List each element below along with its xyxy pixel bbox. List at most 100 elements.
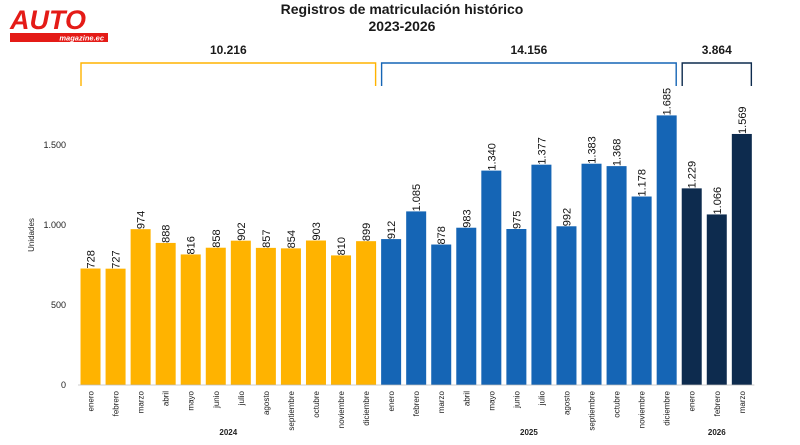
x-tick-label: febrero bbox=[713, 390, 722, 416]
x-tick-label: abril bbox=[162, 391, 171, 406]
year-label-2025: 2025 bbox=[520, 428, 538, 437]
y-axis-label: Unidades bbox=[27, 218, 36, 252]
group-total-2025: 14.156 bbox=[511, 43, 548, 57]
y-tick-label: 1.500 bbox=[43, 140, 66, 150]
bar-2024-abril bbox=[155, 242, 176, 385]
x-tick-label: marzo bbox=[137, 390, 146, 413]
x-tick-label: enero bbox=[387, 390, 396, 411]
bar-2025-septiembre bbox=[581, 163, 602, 385]
data-label: 816 bbox=[186, 236, 198, 254]
x-tick-label: junio bbox=[512, 390, 521, 408]
bar-2025-mayo bbox=[481, 170, 502, 385]
data-label: 1.377 bbox=[536, 137, 548, 165]
data-label: 912 bbox=[386, 221, 398, 239]
y-tick-label: 1.000 bbox=[43, 220, 66, 230]
data-label: 727 bbox=[111, 250, 123, 268]
bar-2025-abril bbox=[456, 227, 477, 385]
bar-2025-julio bbox=[531, 164, 552, 385]
bar-2024-octubre bbox=[305, 240, 326, 385]
group-bracket-2026 bbox=[681, 62, 753, 86]
data-label: 903 bbox=[311, 222, 323, 240]
x-tick-label: agosto bbox=[562, 390, 571, 415]
bar-2025-agosto bbox=[556, 226, 577, 385]
x-tick-label: septiembre bbox=[287, 390, 296, 430]
bar-2024-julio bbox=[230, 240, 251, 385]
data-label: 992 bbox=[561, 208, 573, 226]
bar-2025-octubre bbox=[606, 166, 627, 385]
logo-tagline: magazine.ec bbox=[59, 34, 104, 43]
x-tick-label: junio bbox=[212, 390, 221, 408]
data-label: 983 bbox=[461, 209, 473, 227]
data-label: 1.685 bbox=[662, 88, 674, 116]
year-label-2026: 2026 bbox=[708, 428, 726, 437]
data-label: 878 bbox=[436, 226, 448, 244]
x-tick-label: noviembre bbox=[638, 390, 647, 428]
data-label: 888 bbox=[161, 225, 173, 243]
logo-word: AUTO bbox=[9, 5, 86, 35]
x-tick-label: marzo bbox=[738, 390, 747, 413]
data-label: 1.383 bbox=[587, 136, 599, 164]
bar-2025-junio bbox=[506, 229, 527, 385]
x-tick-label: julio bbox=[537, 390, 546, 406]
bar-2024-marzo bbox=[130, 229, 151, 385]
bar-2024-agosto bbox=[255, 247, 276, 385]
x-tick-label: enero bbox=[688, 390, 697, 411]
chart-title: Registros de matriculación histórico bbox=[281, 1, 524, 17]
data-label: 728 bbox=[86, 250, 98, 268]
x-tick-label: diciembre bbox=[663, 390, 672, 425]
data-label: 1.229 bbox=[687, 161, 699, 189]
data-label: 854 bbox=[286, 230, 298, 248]
bar-2026-marzo bbox=[731, 133, 752, 385]
data-label: 810 bbox=[336, 237, 348, 255]
bar-2024-junio bbox=[205, 247, 226, 385]
x-tick-label: diciembre bbox=[362, 390, 371, 425]
bar-2026-enero bbox=[681, 188, 702, 385]
group-bracket-2024 bbox=[80, 62, 377, 86]
data-label: 1.569 bbox=[737, 106, 749, 134]
bar-2024-noviembre bbox=[331, 255, 352, 385]
x-tick-label: mayo bbox=[487, 390, 496, 410]
data-label: 902 bbox=[236, 222, 248, 240]
bar-2024-febrero bbox=[105, 268, 126, 385]
bar-2026-febrero bbox=[706, 214, 727, 385]
data-label: 858 bbox=[211, 229, 223, 247]
data-label: 857 bbox=[261, 230, 273, 248]
data-label: 1.340 bbox=[486, 143, 498, 171]
group-bracket-2025 bbox=[380, 62, 677, 86]
data-label: 1.066 bbox=[712, 187, 724, 215]
group-total-2024: 10.216 bbox=[210, 43, 247, 57]
y-tick-label: 0 bbox=[61, 380, 66, 390]
year-label-2024: 2024 bbox=[219, 428, 237, 437]
x-tick-label: octubre bbox=[312, 390, 321, 417]
bar-2025-enero bbox=[381, 239, 402, 385]
bar-2025-noviembre bbox=[631, 196, 652, 385]
x-tick-label: julio bbox=[237, 390, 246, 406]
data-label: 1.178 bbox=[637, 169, 649, 197]
bar-2024-septiembre bbox=[280, 248, 301, 385]
x-tick-label: septiembre bbox=[588, 390, 597, 430]
data-label: 899 bbox=[361, 223, 373, 241]
data-label: 975 bbox=[511, 211, 523, 229]
bar-2025-marzo bbox=[431, 244, 452, 385]
x-tick-label: agosto bbox=[262, 390, 271, 415]
bar-2024-diciembre bbox=[356, 241, 377, 385]
x-tick-label: octubre bbox=[613, 390, 622, 417]
bar-2025-febrero bbox=[406, 211, 427, 385]
x-tick-label: noviembre bbox=[337, 390, 346, 428]
bar-2025-diciembre bbox=[656, 115, 677, 386]
x-tick-label: febrero bbox=[412, 390, 421, 416]
x-tick-label: enero bbox=[87, 390, 96, 411]
svg-text:AUTO: AUTO bbox=[9, 5, 86, 35]
bar-2024-enero bbox=[80, 268, 101, 385]
bar-2024-mayo bbox=[180, 254, 201, 385]
y-tick-label: 500 bbox=[51, 300, 66, 310]
x-tick-label: febrero bbox=[112, 390, 121, 416]
auto-magazine-logo: AUTO AUTO magazine.ec bbox=[8, 3, 108, 43]
x-tick-label: marzo bbox=[437, 390, 446, 413]
x-tick-label: mayo bbox=[187, 390, 196, 410]
group-total-2026: 3.864 bbox=[702, 43, 732, 57]
x-tick-label: abril bbox=[462, 391, 471, 406]
data-label: 1.085 bbox=[411, 184, 423, 212]
chart-subtitle: 2023-2026 bbox=[369, 18, 436, 34]
